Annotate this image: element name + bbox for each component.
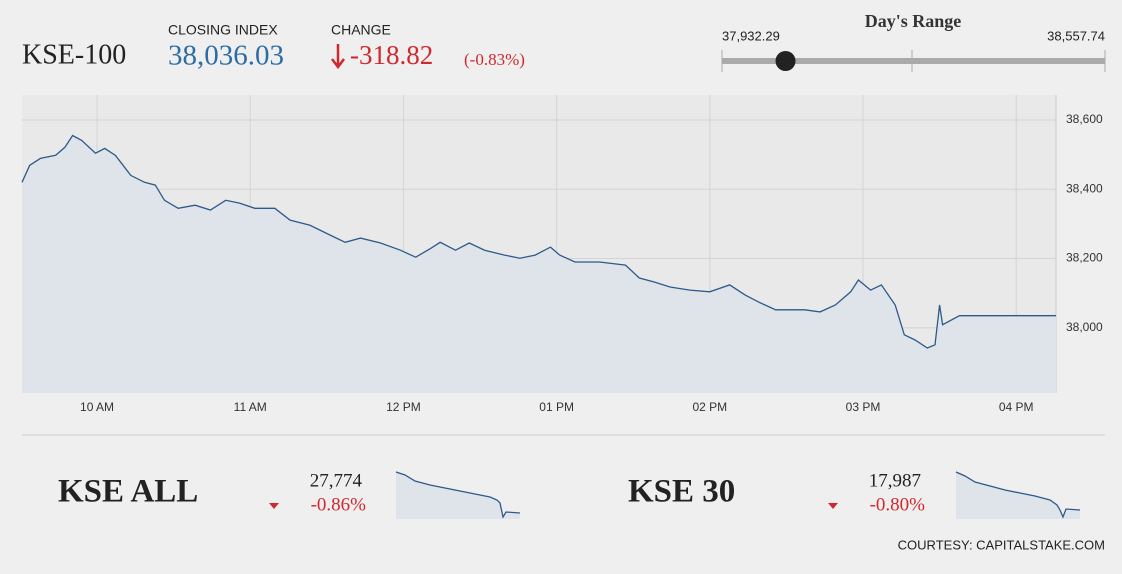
line-area <box>22 135 1056 393</box>
index-value: 17,987 <box>869 470 921 491</box>
closing-value: 38,036.03 <box>168 40 284 72</box>
down-triangle <box>269 503 279 509</box>
y-tick-label: 38,000 <box>1066 320 1103 334</box>
closing-label: CLOSING INDEX <box>168 22 278 38</box>
range-high: 38,557.74 <box>1047 28 1105 43</box>
index-change: -0.80% <box>870 494 926 515</box>
x-tick-label: 11 AM <box>234 400 267 414</box>
down-triangle <box>828 503 838 509</box>
y-tick-label: 38,600 <box>1066 112 1103 126</box>
range-bar <box>722 58 1105 64</box>
index-name: KSE 30 <box>628 474 735 510</box>
sparkline <box>955 471 1081 519</box>
x-tick-label: 04 PM <box>999 400 1034 414</box>
index-value: 27,774 <box>310 470 363 491</box>
change-percent: (-0.83%) <box>464 50 525 69</box>
sparkline <box>395 471 521 519</box>
x-tick-label: 10 AM <box>80 400 114 414</box>
y-tick-label: 38,400 <box>1066 181 1103 195</box>
x-tick-label: 12 PM <box>386 400 421 414</box>
index-title: KSE-100 <box>22 39 126 70</box>
down-arrow <box>331 44 345 70</box>
line <box>21 134 1056 349</box>
x-tick-label: 01 PM <box>539 400 574 414</box>
x-tick-label: 03 PM <box>846 400 881 414</box>
range-ticks <box>721 50 1106 72</box>
sparkline-area <box>396 472 520 519</box>
index-name: KSE ALL <box>58 474 198 510</box>
index-change: -0.86% <box>311 494 367 515</box>
range-low: 37,932.29 <box>722 28 780 43</box>
change-value: -318.82 <box>350 40 433 70</box>
change-label: CHANGE <box>331 22 391 38</box>
range-title: Day's Range <box>865 11 962 31</box>
range-marker <box>775 51 796 71</box>
x-tick-label: 02 PM <box>692 400 727 414</box>
courtesy: COURTESY: CAPITALSTAKE.COM <box>898 537 1105 552</box>
sparkline-area <box>956 472 1080 519</box>
y-tick-label: 38,200 <box>1066 251 1103 265</box>
